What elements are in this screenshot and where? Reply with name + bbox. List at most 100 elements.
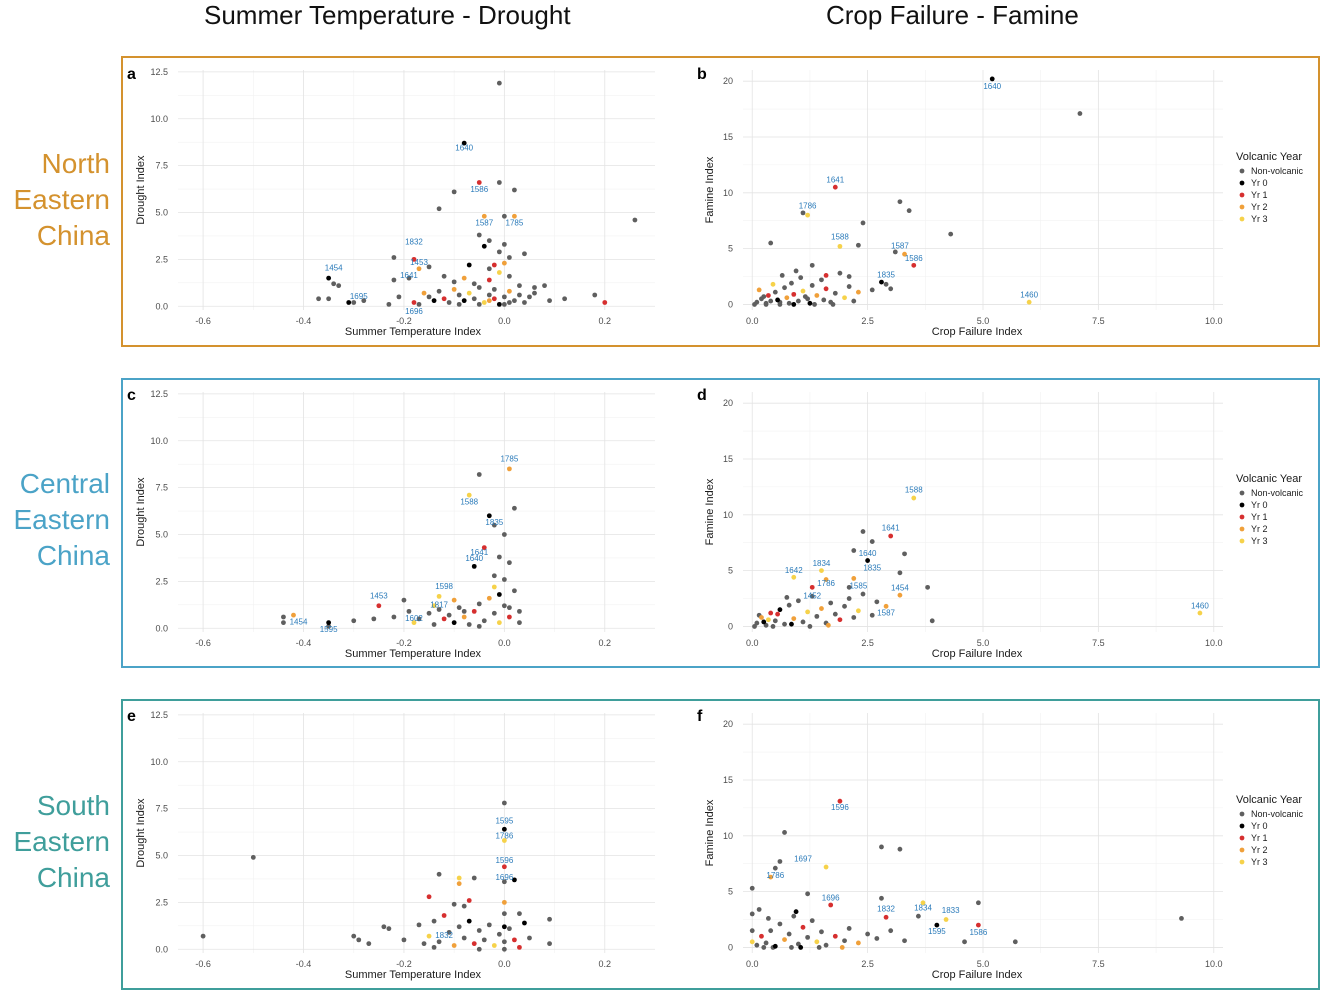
data-point [491,296,497,302]
data-point [431,603,437,609]
point-annotation: 1595 [495,817,513,826]
data-point [879,844,884,850]
data-point [920,900,926,906]
data-point [446,929,452,935]
data-point [860,220,866,226]
point-annotation: 1641 [400,271,418,280]
y-tick-label: 10 [723,510,733,520]
data-point [426,294,432,300]
data-point [456,875,462,881]
data-point [782,937,787,943]
data-point [816,945,822,950]
data-point [765,915,771,921]
column-title-right: Crop Failure - Famine [826,0,1079,30]
x-tick-label: 0.0 [498,959,511,969]
data-point [770,624,776,629]
data-point [491,286,497,292]
data-point [456,924,462,930]
data-point [501,826,507,832]
data-point [789,280,794,286]
point-annotation: 1585 [849,581,867,590]
data-point [501,577,507,582]
data-point [416,922,422,928]
data-point [326,296,332,302]
column-title-left: Summer Temperature - Drought [204,0,571,30]
data-point [476,472,482,477]
legend-item: Non-volcanic [1251,488,1304,498]
data-point [846,274,852,279]
data-point [911,262,917,268]
data-point [326,620,332,626]
data-point [436,206,442,212]
data-point [772,865,778,871]
point-annotation: 1452 [803,592,821,601]
data-point [768,298,774,304]
data-point [501,899,507,905]
y-tick-label: 5.0 [155,208,168,218]
region-label-line: China [36,862,110,893]
data-point [805,212,811,218]
data-point [421,290,427,296]
data-point [802,294,808,300]
data-point [865,931,871,937]
data-point [855,289,861,295]
x-tick-label: 7.5 [1092,638,1105,648]
x-tick-label: 7.5 [1092,316,1105,326]
data-point [749,939,755,945]
data-point [819,277,824,283]
data-point [784,594,790,600]
data-point [814,293,820,298]
point-annotation: 1588 [831,233,849,242]
panel-letter: d [697,387,707,404]
data-point [837,243,843,249]
data-point [411,620,417,626]
data-point [846,284,852,289]
data-point [506,466,512,472]
data-point [371,616,377,622]
y-tick-label: 5 [728,244,733,254]
x-axis-title: Summer Temperature Index [345,648,482,660]
point-annotation: 1460 [1191,602,1209,611]
point-annotation: 1696 [405,307,423,316]
legend-central: Volcanic Year Non-volcanic Yr 0 Yr 1 Yr 2 Yr … [1236,473,1304,546]
y-tick-label: 10 [723,188,733,198]
data-point [476,301,482,307]
point-annotation: 1602 [405,614,423,623]
data-point [837,270,843,276]
data-point [855,608,861,614]
point-annotation: 1834 [813,559,831,568]
x-tick-label: 0.2 [599,959,612,969]
data-point [1012,939,1018,945]
data-point [805,609,811,615]
y-tick-label: 20 [723,76,733,86]
point-annotation: 1453 [410,258,428,267]
data-point [471,281,477,287]
point-annotation: 1833 [942,906,960,915]
data-point [466,492,472,498]
data-point [943,917,949,922]
data-point [441,273,447,279]
x-tick-label: 10.0 [1205,638,1223,648]
data-point [763,622,769,628]
data-point [592,292,598,298]
data-point [562,296,568,302]
point-annotation: 1835 [877,271,895,280]
data-point [351,933,357,939]
legend-item: Non-volcanic [1251,809,1304,819]
x-tick-label: 0.0 [746,638,759,648]
panel-d: 0.0 2.5 5.0 7.5 10.0 0 5 10 15 20 Crop Failure Ind… [697,387,1223,660]
data-point [476,285,482,290]
data-point [401,597,407,603]
panel-letter: c [127,387,136,404]
data-point [763,302,769,307]
legend-item: Yr 0 [1251,178,1268,188]
data-point [411,256,417,262]
data-point [779,272,785,278]
data-point [281,620,286,626]
point-annotation: 1696 [822,894,840,903]
data-point [846,926,852,931]
legend-item: Yr 3 [1251,536,1268,546]
y-tick-label: 2.5 [155,254,168,264]
data-point [517,608,522,614]
